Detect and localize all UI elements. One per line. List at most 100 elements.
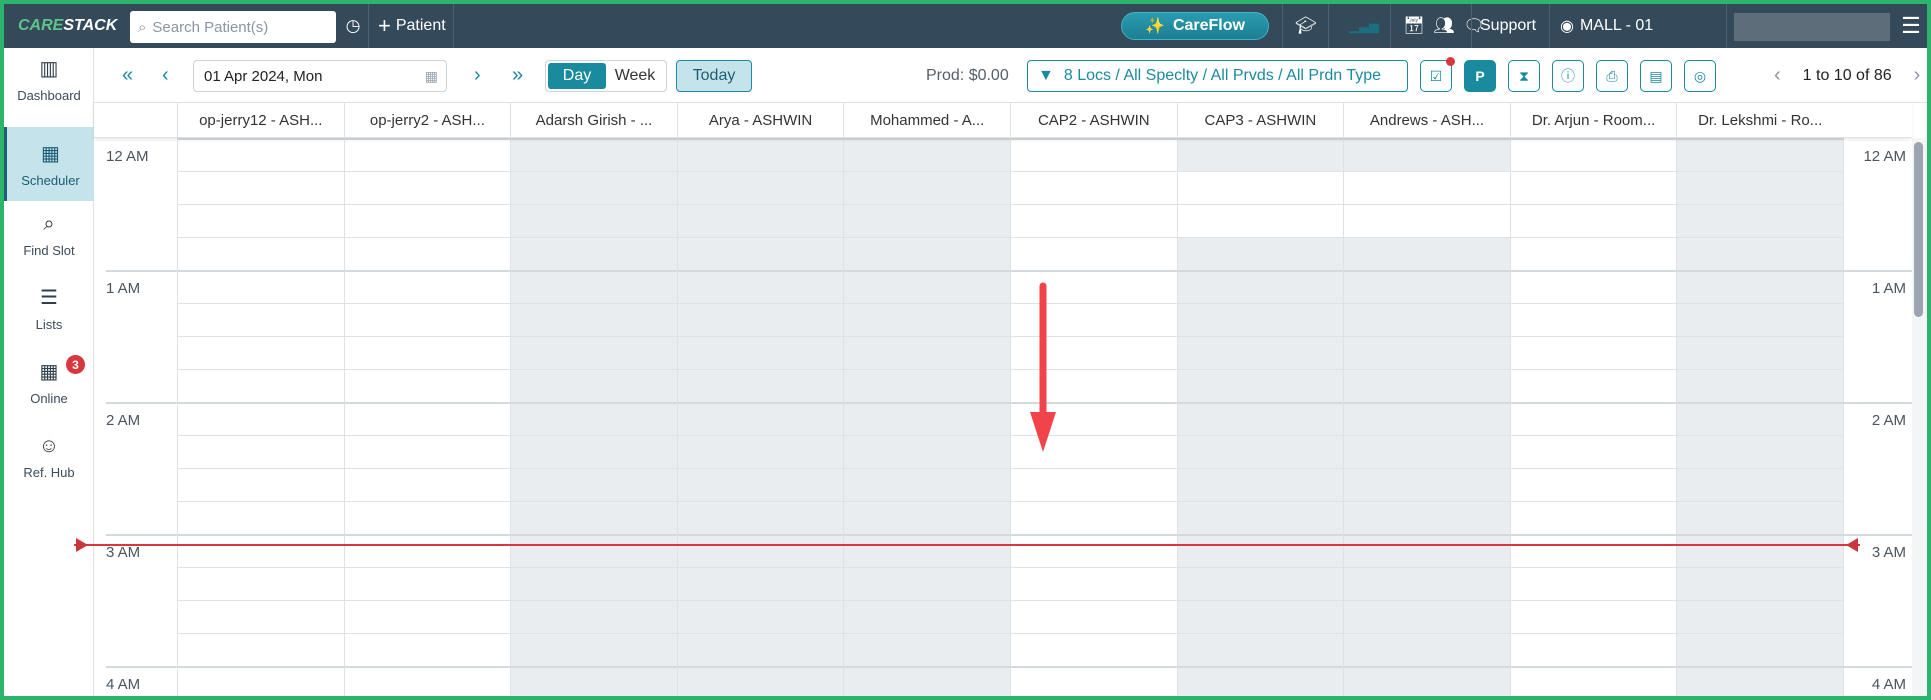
unavailable-slot[interactable] [1677, 435, 1843, 468]
unavailable-slot[interactable] [677, 270, 844, 303]
sidebar-item-dashboard[interactable]: ▥ Dashboard [4, 56, 94, 116]
unavailable-slot[interactable] [511, 336, 677, 369]
checklist-button[interactable]: ☑ [1420, 57, 1455, 92]
sidebar-item-find-slot[interactable]: ⌕ Find Slot [4, 211, 94, 258]
time-slot[interactable] [178, 402, 344, 435]
time-slot[interactable] [1510, 237, 1677, 270]
hamburger-menu-icon[interactable]: ☰ [1901, 13, 1921, 38]
time-slot[interactable] [1011, 468, 1177, 501]
time-slot[interactable] [1011, 171, 1177, 204]
p-button[interactable]: P [1464, 60, 1496, 92]
time-slot[interactable] [1344, 204, 1510, 237]
time-slot[interactable] [178, 534, 344, 567]
provider-column-header[interactable]: Dr. Arjun - Room... [1509, 103, 1677, 138]
time-slot[interactable] [178, 501, 344, 534]
careflow-button[interactable]: ✨ CareFlow [1121, 12, 1269, 40]
unavailable-slot[interactable] [1177, 336, 1344, 369]
time-slot[interactable] [1011, 501, 1177, 534]
timezone-button[interactable]: ◎ [1684, 60, 1716, 92]
time-slot[interactable] [178, 270, 344, 303]
unavailable-slot[interactable] [677, 600, 844, 633]
unavailable-slot[interactable] [511, 204, 677, 237]
unavailable-slot[interactable] [844, 435, 1010, 468]
time-slot[interactable] [344, 270, 511, 303]
previous-day-icon[interactable]: ‹ [162, 64, 169, 86]
time-slot[interactable] [1011, 138, 1177, 171]
provider-column-header[interactable]: op-jerry2 - ASH... [343, 103, 511, 138]
time-slot[interactable] [344, 336, 511, 369]
unavailable-slot[interactable] [1677, 501, 1843, 534]
unavailable-slot[interactable] [511, 171, 677, 204]
time-slot[interactable] [344, 369, 511, 402]
unavailable-slot[interactable] [844, 402, 1010, 435]
time-slot[interactable] [178, 369, 344, 402]
unavailable-slot[interactable] [677, 204, 844, 237]
provider-column-header[interactable]: Mohammed - A... [843, 103, 1010, 138]
unavailable-slot[interactable] [511, 369, 677, 402]
time-slot[interactable] [344, 567, 511, 600]
unavailable-slot[interactable] [677, 435, 844, 468]
unavailable-slot[interactable] [677, 402, 844, 435]
unavailable-slot[interactable] [677, 567, 844, 600]
unavailable-slot[interactable] [1677, 567, 1843, 600]
unavailable-slot[interactable] [511, 534, 677, 567]
add-patient-button[interactable]: + Patient [378, 4, 446, 48]
unavailable-slot[interactable] [1677, 270, 1843, 303]
unavailable-slot[interactable] [844, 633, 1010, 666]
time-slot[interactable] [1011, 402, 1177, 435]
time-slot[interactable] [1510, 303, 1677, 336]
provider-column-header[interactable]: op-jerry12 - ASH... [177, 103, 344, 138]
unavailable-slot[interactable] [1177, 369, 1344, 402]
time-slot[interactable] [1011, 237, 1177, 270]
unavailable-slot[interactable] [511, 237, 677, 270]
unavailable-slot[interactable] [844, 237, 1010, 270]
unavailable-slot[interactable] [511, 468, 677, 501]
unavailable-slot[interactable] [1344, 336, 1510, 369]
signal-chart-icon[interactable]: ▁▃▅ [1349, 18, 1379, 33]
time-slot[interactable] [1510, 633, 1677, 666]
time-slot[interactable] [1011, 567, 1177, 600]
unavailable-slot[interactable] [1177, 501, 1344, 534]
unavailable-slot[interactable] [1677, 336, 1843, 369]
time-slot[interactable] [1510, 501, 1677, 534]
time-slot[interactable] [1011, 534, 1177, 567]
time-slot[interactable] [1011, 336, 1177, 369]
unavailable-slot[interactable] [677, 237, 844, 270]
unavailable-slot[interactable] [844, 303, 1010, 336]
unavailable-slot[interactable] [677, 369, 844, 402]
unavailable-slot[interactable] [511, 270, 677, 303]
unavailable-slot[interactable] [677, 534, 844, 567]
time-slot[interactable] [178, 600, 344, 633]
time-slot[interactable] [1011, 369, 1177, 402]
unavailable-slot[interactable] [677, 138, 844, 171]
time-slot[interactable] [344, 501, 511, 534]
unavailable-slot[interactable] [844, 666, 1010, 696]
unavailable-slot[interactable] [511, 303, 677, 336]
time-slot[interactable] [178, 237, 344, 270]
time-slot[interactable] [1510, 567, 1677, 600]
time-slot[interactable] [344, 204, 511, 237]
time-slot[interactable] [1510, 600, 1677, 633]
sidebar-item-online[interactable]: ▦ 3 Online [4, 355, 94, 406]
unavailable-slot[interactable] [511, 600, 677, 633]
patient-search-input[interactable]: ⌕ Search Patient(s) [130, 11, 336, 43]
unavailable-slot[interactable] [1177, 435, 1344, 468]
sidebar-item-ref-hub[interactable]: ☺ Ref. Hub [4, 433, 94, 480]
time-slot[interactable] [1510, 138, 1677, 171]
unavailable-slot[interactable] [1344, 402, 1510, 435]
unavailable-slot[interactable] [1344, 633, 1510, 666]
time-slot[interactable] [1510, 402, 1677, 435]
unavailable-slot[interactable] [511, 501, 677, 534]
time-slot[interactable] [344, 138, 511, 171]
time-slot[interactable] [1510, 270, 1677, 303]
info-button[interactable]: ⓘ [1552, 60, 1584, 92]
unavailable-slot[interactable] [844, 468, 1010, 501]
time-slot[interactable] [1510, 666, 1677, 696]
unavailable-slot[interactable] [1344, 501, 1510, 534]
unavailable-slot[interactable] [1177, 402, 1344, 435]
time-slot[interactable] [1011, 435, 1177, 468]
unavailable-slot[interactable] [1677, 237, 1843, 270]
time-slot[interactable] [1510, 336, 1677, 369]
unavailable-slot[interactable] [844, 138, 1010, 171]
time-slot[interactable] [178, 468, 344, 501]
